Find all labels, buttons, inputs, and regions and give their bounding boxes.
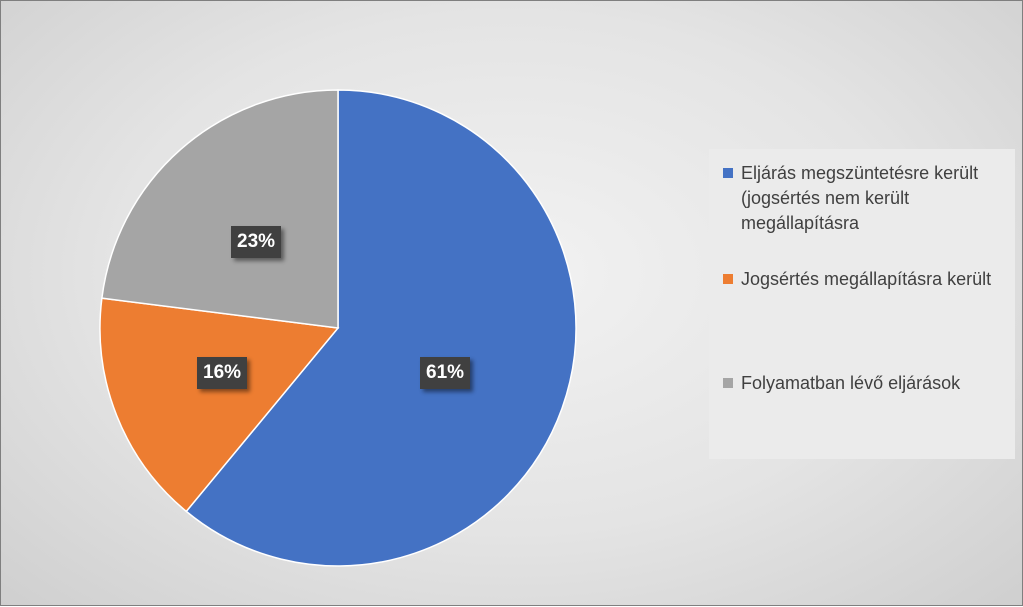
legend-label-1: Eljárás megszüntetésre került (jogsértés… — [741, 163, 979, 233]
data-label-23: 23% — [231, 226, 282, 258]
legend: Eljárás megszüntetésre került (jogsértés… — [709, 149, 1015, 459]
legend-item-3: Folyamatban lévő eljárások — [723, 371, 1009, 396]
pie-slice-1 — [185, 89, 577, 567]
pie-slice-3 — [101, 89, 339, 329]
legend-label-3: Folyamatban lévő eljárások — [741, 373, 961, 393]
pie-slice-2 — [99, 297, 340, 513]
legend-label-2: Jogsértés megállapításra került — [741, 269, 992, 289]
data-label-16: 16% — [197, 357, 248, 389]
legend-swatch-1 — [723, 168, 733, 178]
legend-swatch-3 — [723, 378, 733, 388]
legend-swatch-2 — [723, 274, 733, 284]
legend-item-2: Jogsértés megállapításra került — [723, 267, 1009, 292]
data-label-61: 61% — [420, 357, 471, 389]
legend-item-1: Eljárás megszüntetésre került (jogsértés… — [723, 161, 1009, 236]
